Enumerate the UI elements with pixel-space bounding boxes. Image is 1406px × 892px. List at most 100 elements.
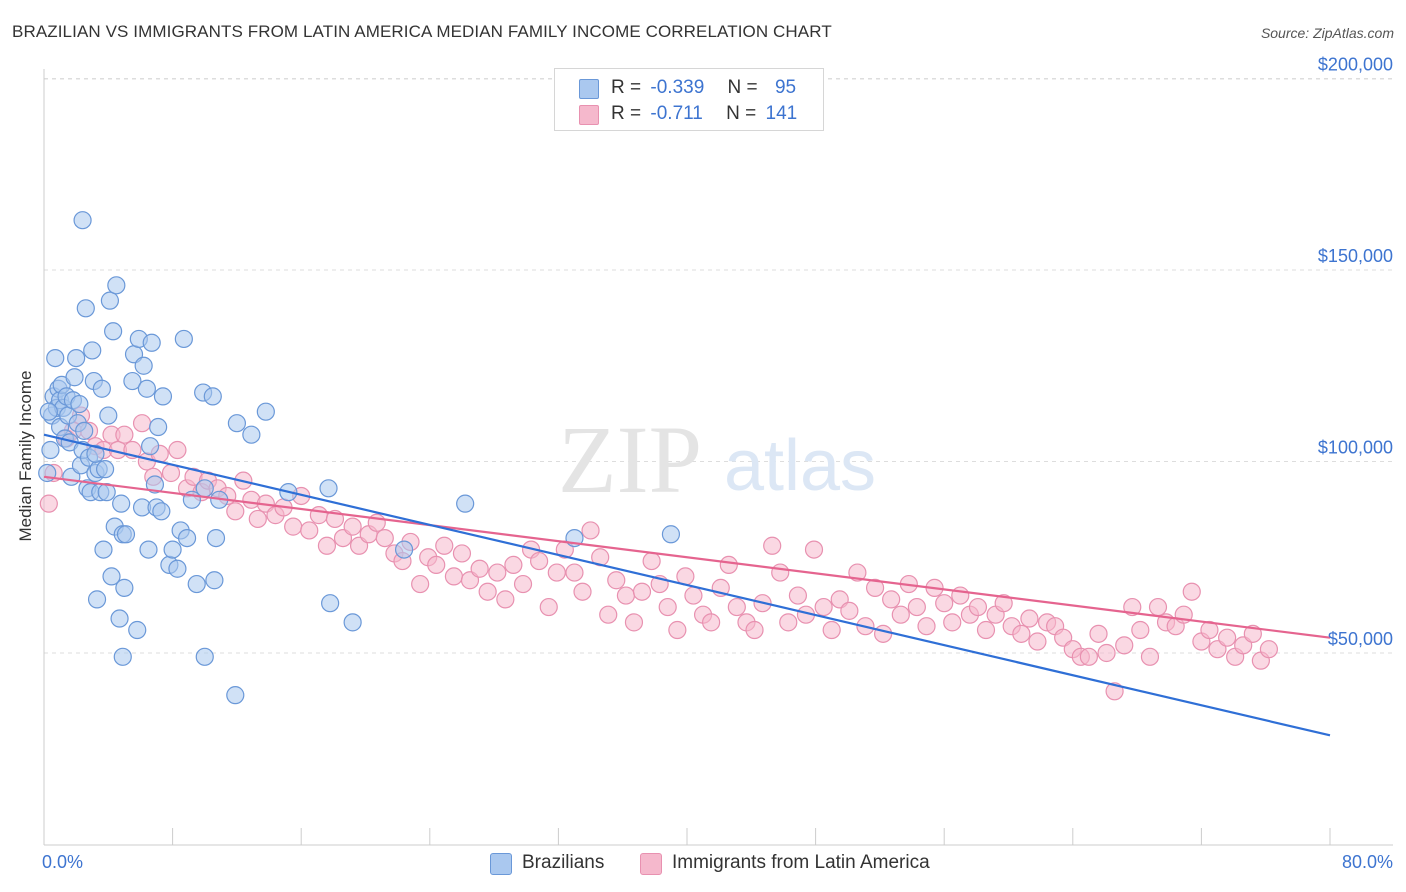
point-immigrants — [411, 574, 430, 594]
point-immigrants — [907, 597, 926, 617]
point-brazilian — [145, 475, 165, 494]
point-brazilian — [102, 567, 121, 586]
y-tick-label: $100,000 — [1318, 438, 1393, 458]
point-immigrants — [943, 613, 962, 632]
point-brazilian — [149, 417, 168, 437]
stats-swatch-blue — [579, 79, 599, 99]
point-immigrants — [968, 597, 988, 617]
point-brazilian — [456, 494, 475, 513]
point-brazilian — [113, 647, 132, 666]
axes — [43, 69, 1393, 846]
point-immigrants — [1148, 597, 1168, 617]
trend-line-brazilians — [43, 433, 1331, 737]
point-immigrants — [616, 586, 636, 605]
point-immigrants — [1097, 643, 1116, 663]
point-brazilian — [661, 525, 681, 544]
point-immigrants — [168, 440, 187, 460]
point-immigrants — [496, 590, 515, 609]
point-immigrants — [624, 613, 644, 632]
y-tick-labels: $50,000 $100,000 $150,000 $200,000 — [1318, 55, 1393, 650]
trend-lines — [43, 433, 1331, 737]
point-brazilian — [123, 371, 142, 391]
point-immigrants — [822, 620, 841, 640]
point-immigrants — [375, 528, 394, 548]
y-axis-label: Median Family Income — [16, 370, 35, 542]
point-brazilian — [65, 368, 84, 387]
point-brazilian — [256, 402, 275, 421]
point-immigrants — [504, 555, 523, 575]
point-brazilian — [73, 211, 92, 230]
point-brazilian — [112, 494, 131, 513]
point-brazilian — [152, 502, 171, 521]
point-immigrants — [779, 613, 798, 632]
point-brazilian — [100, 291, 120, 310]
point-immigrants — [848, 563, 867, 582]
point-immigrants — [488, 563, 507, 582]
point-brazilian — [206, 528, 226, 548]
point-brazilian — [137, 379, 156, 398]
point-brazilian — [116, 525, 136, 544]
point-brazilian — [134, 356, 153, 375]
point-immigrants — [317, 536, 337, 555]
series-legend: Brazilians Immigrants from Latin America — [0, 852, 1406, 876]
legend-swatch-pink — [640, 853, 662, 875]
point-immigrants — [788, 586, 808, 605]
stats-legend: R = -0.339 N = 95 R = -0.711 N = 141 — [554, 68, 824, 131]
point-brazilian — [203, 387, 222, 406]
point-brazilian — [104, 322, 123, 341]
point-brazilian — [94, 540, 113, 559]
point-immigrants — [684, 586, 703, 605]
point-brazilian — [92, 379, 111, 398]
point-immigrants — [702, 613, 721, 632]
point-brazilian — [99, 406, 118, 425]
point-immigrants — [814, 597, 833, 617]
point-brazilian — [76, 299, 95, 318]
point-immigrants — [1089, 624, 1108, 643]
watermark: ZIP atlas — [558, 406, 876, 513]
point-immigrants — [804, 540, 824, 559]
point-brazilian — [86, 444, 105, 463]
point-immigrants — [1020, 609, 1039, 628]
point-brazilian — [226, 686, 245, 705]
point-brazilian — [168, 559, 187, 578]
point-brazilian — [227, 414, 246, 433]
point-brazilian — [195, 479, 214, 498]
point-brazilian — [195, 647, 214, 666]
point-immigrants — [1115, 636, 1134, 655]
point-immigrants — [581, 521, 600, 540]
stats-n-value: 95 — [774, 77, 797, 98]
point-immigrants — [284, 517, 303, 536]
trend-line-immigrants — [43, 475, 1331, 639]
point-brazilian — [39, 402, 58, 421]
stats-r-label: R = — [611, 77, 642, 98]
point-brazilian — [140, 437, 160, 456]
point-immigrants — [727, 597, 746, 617]
chart-title: BRAZILIAN VS IMMIGRANTS FROM LATIN AMERI… — [12, 22, 832, 41]
point-immigrants — [719, 555, 738, 575]
point-immigrants — [607, 571, 626, 590]
stats-r-value: -0.711 — [650, 103, 703, 124]
point-immigrants — [840, 601, 859, 620]
point-immigrants — [427, 555, 446, 575]
point-brazilian — [75, 421, 94, 440]
point-immigrants — [115, 425, 134, 444]
point-brazilian — [87, 590, 107, 609]
y-tick-label: $200,000 — [1318, 55, 1393, 75]
point-immigrants — [226, 502, 245, 521]
point-immigrants — [1182, 582, 1201, 601]
point-brazilian — [41, 440, 60, 460]
point-brazilian — [128, 620, 147, 640]
point-immigrants — [1140, 647, 1160, 666]
point-immigrants — [530, 551, 549, 571]
point-immigrants — [1218, 628, 1237, 647]
point-brazilian — [70, 394, 89, 414]
point-immigrants — [547, 563, 566, 582]
stats-n-label: N = — [727, 77, 758, 98]
grid-lines — [44, 78, 1393, 654]
point-immigrants — [39, 494, 58, 513]
stats-swatch-pink — [579, 105, 599, 125]
point-immigrants — [882, 590, 901, 609]
point-immigrants — [763, 536, 782, 555]
point-immigrants — [865, 578, 885, 597]
